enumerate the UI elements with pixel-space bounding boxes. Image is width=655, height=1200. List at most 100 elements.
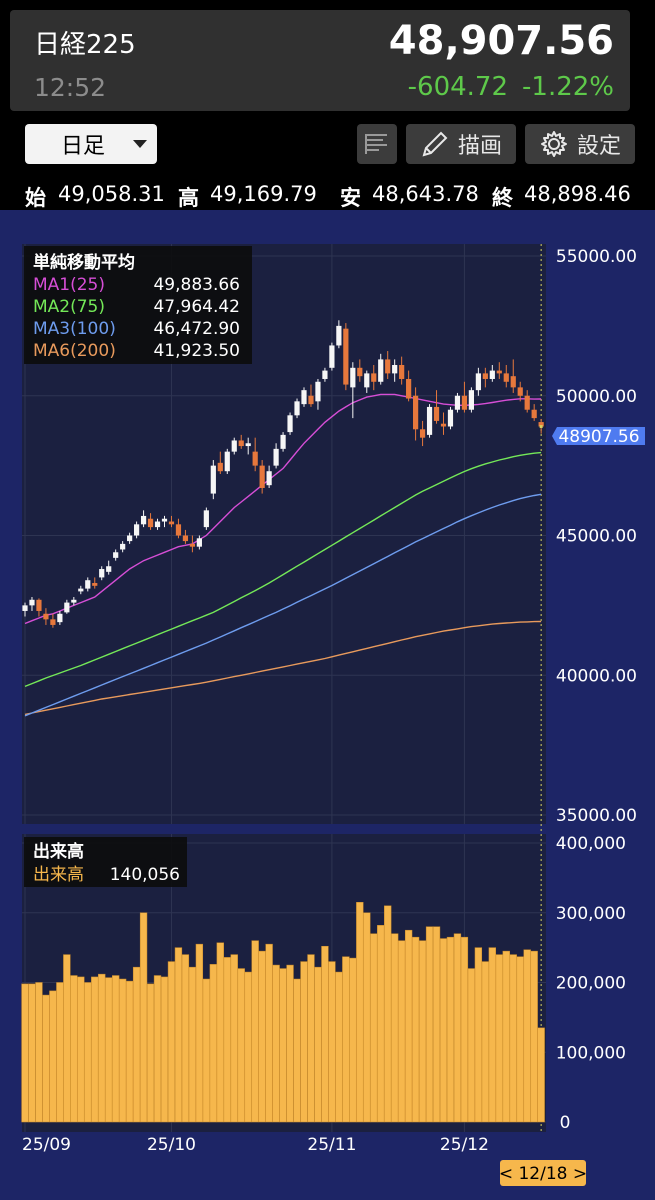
period-dropdown[interactable]: 日足 bbox=[25, 124, 157, 164]
candle bbox=[154, 518, 161, 530]
draw-button[interactable]: 描画 bbox=[406, 124, 516, 164]
volume-bar bbox=[363, 912, 371, 1123]
volume-bar bbox=[523, 949, 531, 1123]
ma2-legend-name: MA2(75) bbox=[33, 297, 105, 317]
settings-button[interactable]: 設定 bbox=[525, 124, 635, 164]
volume-bar bbox=[335, 971, 343, 1123]
volume-bar bbox=[328, 961, 336, 1123]
candle-body bbox=[482, 373, 488, 379]
candle-body bbox=[406, 378, 412, 399]
candle bbox=[350, 362, 356, 419]
candle-body bbox=[252, 451, 258, 466]
candle bbox=[175, 518, 182, 539]
candle-body bbox=[447, 409, 454, 427]
candle-body bbox=[475, 373, 481, 391]
candle-body bbox=[350, 367, 356, 388]
candle bbox=[238, 434, 244, 449]
candle bbox=[343, 323, 349, 391]
candle bbox=[322, 367, 328, 382]
candle-body bbox=[329, 345, 335, 368]
candle-body bbox=[85, 580, 91, 589]
candle-body bbox=[468, 390, 474, 410]
volume-bar bbox=[223, 957, 231, 1123]
volume-bar bbox=[146, 983, 155, 1123]
current-date-marker[interactable] bbox=[500, 1160, 586, 1186]
candle bbox=[419, 420, 426, 447]
candle-body bbox=[161, 518, 168, 522]
volume-bar bbox=[453, 933, 462, 1123]
volume-bar bbox=[439, 938, 448, 1123]
candle bbox=[413, 387, 419, 441]
candle bbox=[426, 404, 433, 438]
close-label: 終 bbox=[492, 186, 513, 210]
candle-body bbox=[364, 373, 370, 388]
candle bbox=[454, 392, 461, 413]
change-percent: -1.22% bbox=[522, 72, 614, 102]
chart-area[interactable]: 55000.00 50000.00 45000.00 40000.00 35000.00… bbox=[0, 210, 655, 1200]
volume-bar bbox=[244, 971, 252, 1123]
volume-bar bbox=[49, 990, 57, 1123]
candle-body bbox=[308, 395, 314, 405]
volume-bar bbox=[132, 966, 141, 1123]
candle bbox=[134, 521, 140, 539]
last-price-dot bbox=[539, 425, 543, 429]
candle bbox=[106, 560, 112, 575]
candle-body bbox=[266, 471, 272, 486]
candle-body bbox=[113, 552, 119, 558]
volume-bar bbox=[279, 968, 287, 1123]
volume-bar bbox=[230, 954, 238, 1123]
current-date-label: < 12/18 > bbox=[499, 1164, 587, 1184]
candle-body bbox=[371, 373, 377, 382]
candle bbox=[85, 577, 91, 592]
candle bbox=[399, 356, 405, 385]
candle-body bbox=[510, 376, 516, 388]
candle-body bbox=[322, 370, 328, 379]
candle bbox=[461, 381, 468, 413]
candle-body bbox=[127, 535, 133, 542]
open-value: 49,058.31 bbox=[58, 182, 165, 206]
candle bbox=[329, 342, 335, 371]
candle-body bbox=[140, 515, 147, 525]
candle-body bbox=[357, 367, 363, 377]
volume-bar bbox=[286, 964, 294, 1123]
period-label: 日足 bbox=[61, 134, 106, 159]
candle bbox=[524, 390, 530, 413]
candle bbox=[78, 585, 84, 595]
volume-bar bbox=[153, 975, 162, 1123]
ma3-line bbox=[24, 493, 542, 717]
volume-bar bbox=[181, 954, 190, 1123]
volume-bar bbox=[63, 954, 71, 1123]
candle bbox=[29, 596, 35, 611]
open-label: 始 bbox=[25, 186, 46, 210]
candle-body bbox=[175, 524, 182, 536]
list-button[interactable] bbox=[357, 124, 397, 164]
volume-bar bbox=[349, 957, 357, 1123]
volume-bar bbox=[370, 933, 378, 1123]
volume-bar bbox=[209, 964, 217, 1123]
volume-bar bbox=[195, 943, 204, 1123]
volume-bar bbox=[98, 973, 106, 1123]
volume-bar bbox=[509, 954, 517, 1123]
candle-body bbox=[287, 415, 293, 433]
volume-bar bbox=[119, 978, 127, 1123]
candle-body bbox=[440, 423, 447, 427]
candle-body bbox=[385, 359, 391, 374]
gear-icon bbox=[540, 131, 567, 157]
candle bbox=[22, 602, 28, 617]
candle bbox=[231, 437, 237, 455]
candle bbox=[259, 460, 265, 494]
candle bbox=[182, 529, 189, 544]
candle bbox=[287, 412, 293, 435]
candle-body bbox=[36, 599, 42, 611]
last-price-label: 48907.56 bbox=[558, 427, 639, 447]
volume-bar bbox=[502, 950, 510, 1123]
candle-body bbox=[343, 328, 349, 385]
current-price: 48,907.56 bbox=[388, 18, 614, 64]
candle-body bbox=[315, 381, 321, 402]
candle bbox=[406, 370, 412, 402]
candle bbox=[357, 359, 363, 382]
candle-body bbox=[154, 521, 161, 528]
candle-body bbox=[57, 613, 63, 623]
settings-label: 設定 bbox=[576, 134, 621, 159]
candle bbox=[203, 507, 209, 530]
